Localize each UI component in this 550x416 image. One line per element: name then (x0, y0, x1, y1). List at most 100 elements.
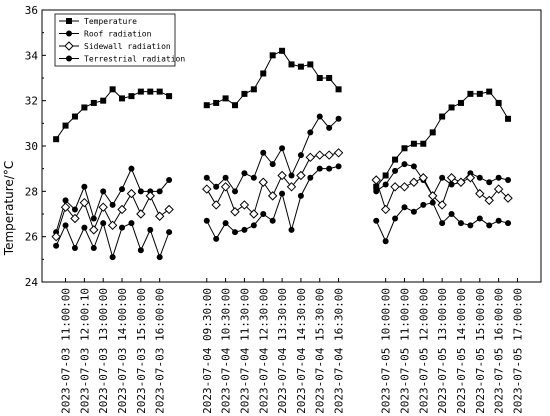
x-tick-label: 2023-07-04 14:30:00 (295, 288, 308, 414)
y-tick-label: 30 (25, 140, 38, 153)
series-layer (51, 47, 513, 261)
data-point-diamond (437, 200, 447, 210)
data-point-square (326, 75, 333, 81)
data-point-diamond (70, 213, 80, 224)
data-point-circle (100, 188, 107, 195)
data-point-diamond (117, 204, 127, 215)
data-point-square (335, 86, 342, 93)
data-point-square (476, 90, 483, 97)
x-tick-label: 2023-07-05 12:00:00 (417, 288, 430, 414)
data-point-diamond (418, 173, 429, 183)
data-point-square (222, 95, 229, 102)
data-point-square (119, 95, 126, 102)
data-point-circle (260, 211, 267, 217)
data-point-circle (128, 220, 135, 227)
data-point-circle (382, 181, 389, 188)
data-point-circle (392, 167, 399, 174)
y-tick-label: 26 (25, 231, 38, 244)
data-point-circle (100, 220, 107, 227)
data-point-square (316, 75, 323, 81)
data-point-diamond (277, 170, 287, 181)
data-point-circle (71, 206, 78, 213)
data-point-circle (476, 215, 483, 222)
data-point-circle (222, 220, 229, 227)
data-point-circle (119, 224, 126, 231)
data-point-circle (213, 235, 220, 242)
legend-box (54, 13, 176, 67)
data-point-circle (90, 215, 97, 222)
data-point-circle (62, 197, 69, 204)
data-point-diamond (371, 175, 381, 185)
data-point-circle (90, 245, 97, 251)
data-point-circle (279, 145, 286, 152)
y-tick-label: 24 (25, 276, 39, 289)
data-point-circle (269, 161, 276, 168)
data-point-circle (495, 217, 502, 224)
data-point-diamond (60, 202, 71, 212)
data-point-circle (392, 215, 399, 222)
data-point-circle (166, 229, 173, 236)
data-point-circle (222, 174, 229, 181)
data-point-diamond (493, 184, 504, 194)
x-tick-label: 2023-07-04 16:30:00 (333, 288, 346, 414)
data-point-circle (66, 30, 72, 37)
data-point-circle (81, 183, 88, 190)
data-point-square (166, 93, 173, 100)
data-point-diamond (305, 152, 316, 163)
data-point-square (250, 86, 257, 93)
data-point-diamond (324, 150, 334, 160)
data-point-circle (250, 174, 257, 181)
data-point-circle (486, 179, 493, 186)
data-point-square (53, 136, 60, 143)
x-tick-label: 2023-07-05 10:00:00 (380, 288, 393, 414)
data-point-diamond (211, 200, 221, 210)
data-point-square (269, 52, 276, 59)
data-point-square (71, 113, 78, 120)
x-tick-label: 2023-07-04 11:30:00 (238, 288, 251, 414)
data-point-diamond (465, 173, 476, 183)
data-point-square (232, 102, 239, 109)
data-point-circle (269, 217, 276, 224)
data-point-circle (62, 222, 69, 229)
data-point-circle (486, 222, 493, 229)
x-tick-label: 2023-07-04 10:30:00 (220, 288, 233, 414)
data-point-square (62, 122, 69, 129)
series-sidewall-radiation (51, 148, 513, 242)
data-point-circle (505, 220, 512, 227)
data-point-circle (335, 163, 342, 170)
data-point-circle (467, 222, 474, 229)
data-point-square (457, 99, 464, 106)
data-point-square (392, 156, 399, 163)
data-point-square (109, 86, 116, 93)
y-tick-label: 28 (25, 185, 38, 198)
data-point-circle (109, 254, 116, 261)
data-point-diamond (286, 182, 297, 192)
data-point-square (66, 18, 72, 24)
x-tick-label: 2023-07-05 14:00:00 (455, 288, 468, 414)
data-point-diamond (409, 177, 419, 187)
legend-label: Terrestrial radiation (84, 55, 185, 64)
legend: Temperature Roof radiation Sidewall radiat… (54, 13, 185, 67)
data-point-circle (307, 129, 314, 136)
data-point-square (429, 129, 436, 136)
legend-label: Roof radiation (84, 30, 152, 39)
data-point-circle (410, 163, 417, 170)
data-point-square (100, 97, 107, 104)
data-point-circle (71, 245, 78, 251)
data-point-circle (147, 226, 154, 233)
data-point-circle (260, 149, 267, 156)
data-point-diamond (79, 197, 90, 208)
data-point-square (420, 140, 427, 147)
data-point-circle (316, 113, 323, 120)
data-point-circle (232, 188, 239, 195)
data-point-circle (401, 161, 408, 168)
data-point-square (137, 88, 144, 95)
data-point-circle (326, 165, 333, 172)
data-point-circle (373, 188, 380, 195)
x-tick-label: 2023-07-03 15:00:00 (135, 288, 148, 414)
y-tick-label: 32 (25, 95, 38, 108)
data-point-square (260, 70, 267, 77)
data-point-square (203, 102, 210, 109)
data-point-circle (137, 247, 144, 254)
data-point-diamond (239, 200, 250, 210)
